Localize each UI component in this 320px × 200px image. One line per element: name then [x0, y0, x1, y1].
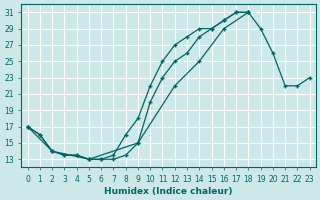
X-axis label: Humidex (Indice chaleur): Humidex (Indice chaleur) — [104, 187, 233, 196]
